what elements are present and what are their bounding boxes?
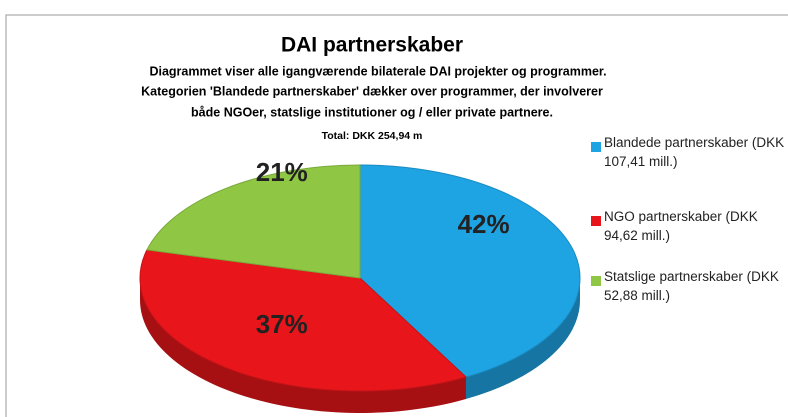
legend-label: NGO partnerskaber (DKK 94,62 mill.): [604, 209, 758, 243]
pie-side: [465, 278, 580, 400]
legend-label: Blandede partnerskaber (DKK 107,41 mill.…: [604, 135, 785, 169]
annotation: Total: DKK 254,94 m: [322, 130, 423, 142]
legend-swatch: [591, 216, 601, 226]
data-label: 37%: [256, 309, 308, 339]
subtitle: Diagrammet viser alle igangværende bilat…: [149, 64, 606, 78]
data-label: 21%: [256, 157, 308, 187]
subtitle: Kategorien 'Blandede partnerskaber' dækk…: [141, 84, 603, 98]
pie-slice: [139, 249, 467, 392]
subtitle: både NGOer, statslige institutioner og /…: [191, 105, 553, 119]
chart-title: DAI partnerskaber: [281, 34, 463, 57]
legend-swatch: [591, 276, 601, 286]
legend-swatch: [591, 142, 601, 152]
legend-label: Statslige partnerskaber (DKK 52,88 mill.…: [604, 269, 779, 303]
pie-side: [140, 278, 466, 413]
pie-slice: [359, 164, 581, 378]
data-label: 42%: [458, 209, 510, 239]
pie-slice: [146, 164, 361, 279]
